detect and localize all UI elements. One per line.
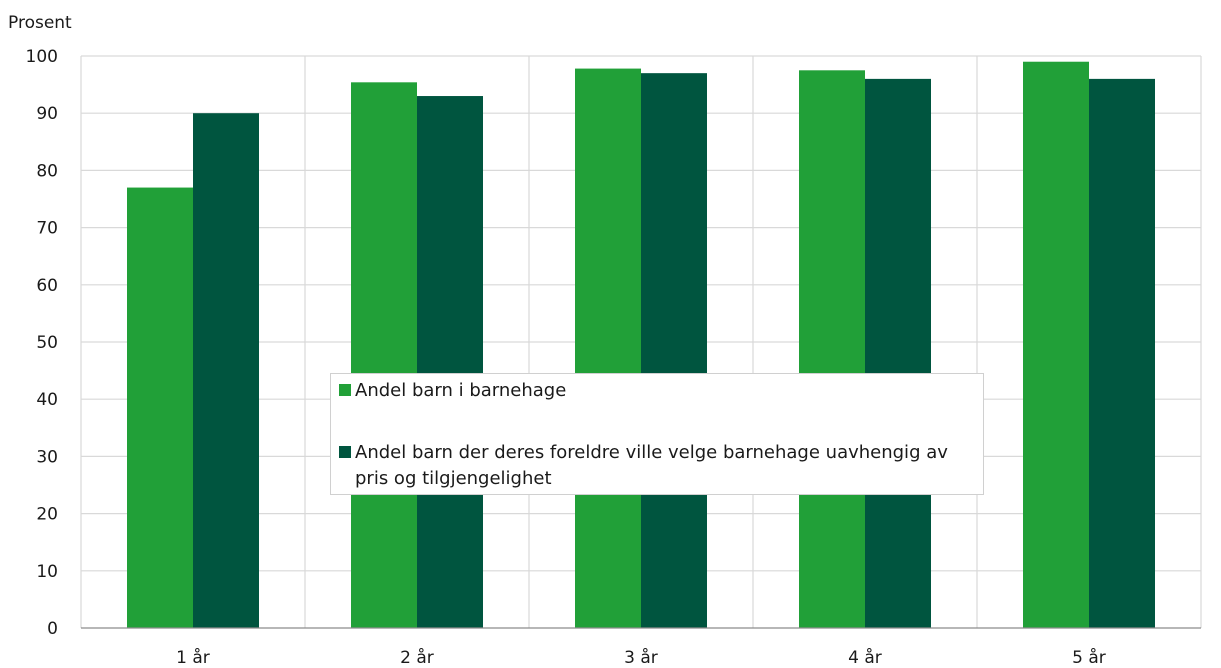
y-tick-labels: 0 10 20 30 40 50 60 70 80 90 100 [26,47,58,639]
y-tick-label-90: 90 [36,104,58,124]
legend-swatch-series-2 [339,446,351,458]
legend: Andel barn i barnehage Andel barn der de… [330,373,984,495]
bar-series-1-cat-4 [799,70,865,629]
legend-swatch-series-1 [339,384,351,396]
legend-item-series-1: Andel barn i barnehage [339,378,975,404]
bar-series-1-cat-1 [127,187,193,628]
x-tick-label-5: 5 år [1072,647,1106,668]
x-tick-label-2: 2 år [400,647,434,668]
bar-series-2-cat-4 [865,78,931,628]
x-tick-labels: 1 år 2 år 3 år 4 år 5 år [176,647,1106,668]
y-tick-label-0: 0 [47,619,58,639]
y-tick-label-100: 100 [26,47,58,67]
bar-series-1-cat-2 [351,82,417,628]
bar-series-2-cat-3 [641,73,707,628]
y-tick-label-50: 50 [36,333,58,353]
y-tick-label-30: 30 [36,447,58,467]
bars [127,61,1155,629]
x-tick-label-1: 1 år [176,647,210,668]
bar-series-1-cat-3 [575,68,641,629]
legend-item-series-2: Andel barn der deres foreldre ville velg… [339,440,975,492]
y-tick-label-10: 10 [36,562,58,582]
y-tick-label-70: 70 [36,219,58,239]
legend-label-series-2: Andel barn der deres foreldre ville velg… [355,442,948,489]
y-tick-label-20: 20 [36,505,58,525]
y-axis-title: Prosent [8,13,72,33]
x-tick-label-4: 4 år [848,647,882,668]
x-tick-label-3: 3 år [624,647,658,668]
y-tick-label-80: 80 [36,161,58,181]
bar-series-2-cat-2 [417,96,483,629]
bar-series-1-cat-5 [1023,61,1089,629]
bar-series-2-cat-5 [1089,78,1155,628]
y-tick-label-40: 40 [36,390,58,410]
y-tick-label-60: 60 [36,276,58,296]
bar-series-2-cat-1 [193,113,259,628]
legend-label-series-1: Andel barn i barnehage [355,380,567,401]
